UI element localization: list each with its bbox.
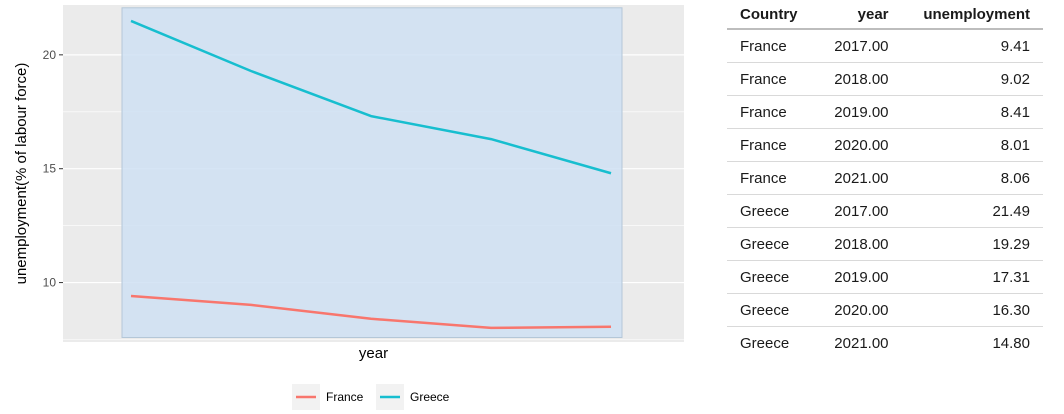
cell-country: Greece <box>727 194 816 228</box>
column-header-country: Country <box>727 0 816 30</box>
table-row: France 2017.00 9.41 <box>727 29 1043 63</box>
shaded-region <box>121 7 623 339</box>
cell-country: France <box>727 95 816 129</box>
chart-svg: 10 15 20 year unemployment(% of labour force… <box>13 5 684 410</box>
y-tick-label: 10 <box>43 276 57 290</box>
table-row: France 2019.00 8.41 <box>727 95 1043 129</box>
cell-country: France <box>727 62 816 96</box>
line-chart: 10 15 20 year unemployment(% of labour force… <box>13 5 684 410</box>
table-row: Greece 2017.00 21.49 <box>727 194 1043 228</box>
series-line-france <box>130 294 612 330</box>
cell-country: Greece <box>727 227 816 261</box>
column-header-year: year <box>816 0 902 30</box>
cell-country: Greece <box>727 260 816 294</box>
series-line-greece <box>130 19 612 175</box>
data-table: Country year unemployment France 2017.00… <box>727 0 1043 359</box>
table-row: Greece 2019.00 17.31 <box>727 260 1043 294</box>
cell-unemployment: 16.30 <box>901 293 1043 327</box>
table-row: France 2021.00 8.06 <box>727 161 1043 195</box>
table-row: France 2018.00 9.02 <box>727 62 1043 96</box>
y-tick-label: 15 <box>43 162 57 176</box>
cell-country: France <box>727 29 816 63</box>
cell-year: 2017.00 <box>816 29 902 63</box>
cell-unemployment: 17.31 <box>901 260 1043 294</box>
cell-unemployment: 9.41 <box>901 29 1043 63</box>
legend-label-france: France <box>326 390 364 404</box>
cell-country: Greece <box>727 293 816 327</box>
cell-year: 2017.00 <box>816 194 902 228</box>
cell-unemployment: 9.02 <box>901 62 1043 96</box>
legend-label-greece: Greece <box>410 390 450 404</box>
cell-country: France <box>727 128 816 162</box>
table-header-row: Country year unemployment <box>727 0 1043 30</box>
table-row: France 2020.00 8.01 <box>727 128 1043 162</box>
column-header-unemployment: unemployment <box>901 0 1043 30</box>
cell-unemployment: 21.49 <box>901 194 1043 228</box>
y-axis-title: unemployment(% of labour force) <box>13 63 30 285</box>
y-tick-label: 20 <box>43 48 57 62</box>
cell-year: 2019.00 <box>816 95 902 129</box>
cell-unemployment: 8.01 <box>901 128 1043 162</box>
table-row: Greece 2021.00 14.80 <box>727 327 1043 360</box>
cell-year: 2021.00 <box>816 161 902 195</box>
cell-unemployment: 8.06 <box>901 161 1043 195</box>
cell-year: 2020.00 <box>816 128 902 162</box>
cell-year: 2021.00 <box>834 334 889 352</box>
cell-unemployment: 14.80 <box>992 334 1030 352</box>
table-row: Greece 2018.00 19.29 <box>727 227 1043 261</box>
x-axis-title: year <box>359 345 388 362</box>
table-row: Greece 2020.00 16.30 <box>727 293 1043 327</box>
cell-unemployment: 8.41 <box>901 95 1043 129</box>
cell-country: France <box>727 161 816 195</box>
cell-year: 2018.00 <box>816 227 902 261</box>
cell-unemployment: 19.29 <box>901 227 1043 261</box>
cell-year: 2018.00 <box>816 62 902 96</box>
cell-country: Greece <box>740 334 790 352</box>
cell-year: 2020.00 <box>816 293 902 327</box>
cell-year: 2019.00 <box>816 260 902 294</box>
